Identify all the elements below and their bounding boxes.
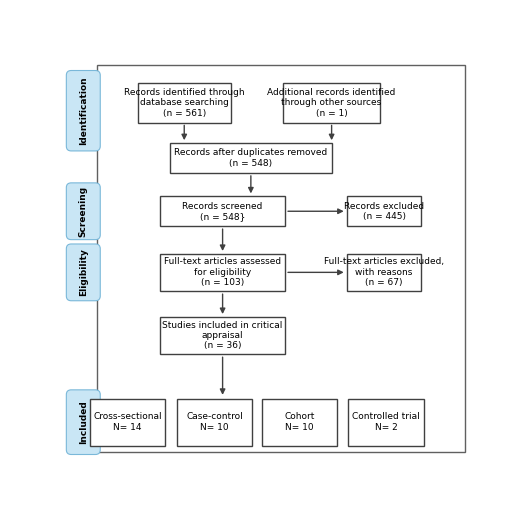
Text: Records excluded
(n = 445): Records excluded (n = 445): [344, 202, 424, 221]
Bar: [262, 398, 337, 446]
Bar: [347, 253, 421, 291]
Bar: [170, 143, 332, 173]
Text: Screening: Screening: [79, 186, 88, 237]
Bar: [138, 83, 231, 122]
Text: Identification: Identification: [79, 76, 88, 145]
Bar: [177, 398, 252, 446]
Text: Cross-sectional
N= 14: Cross-sectional N= 14: [93, 413, 162, 432]
Bar: [160, 197, 285, 226]
Bar: [90, 398, 165, 446]
FancyBboxPatch shape: [66, 71, 100, 151]
Text: Additional records identified
through other sources
(n = 1): Additional records identified through ot…: [267, 88, 396, 118]
Text: Controlled trial
N= 2: Controlled trial N= 2: [352, 413, 420, 432]
Text: Records identified through
database searching
(n = 561): Records identified through database sear…: [124, 88, 244, 118]
Text: Full-text articles excluded,
with reasons
(n = 67): Full-text articles excluded, with reason…: [324, 258, 444, 287]
Text: Cohort
N= 10: Cohort N= 10: [284, 413, 315, 432]
Text: Case-control
N= 10: Case-control N= 10: [186, 413, 243, 432]
FancyBboxPatch shape: [66, 390, 100, 455]
Text: Records screened
(n = 548}: Records screened (n = 548}: [182, 202, 263, 221]
Text: Records after duplicates removed
(n = 548): Records after duplicates removed (n = 54…: [174, 148, 328, 168]
Bar: [348, 398, 425, 446]
Text: Included: Included: [79, 400, 88, 444]
Bar: [283, 83, 380, 122]
Text: Eligibility: Eligibility: [79, 248, 88, 296]
Bar: [160, 253, 285, 291]
Text: Full-text articles assessed
for eligibility
(n = 103): Full-text articles assessed for eligibil…: [164, 258, 281, 287]
Bar: [160, 317, 285, 354]
FancyBboxPatch shape: [66, 183, 100, 240]
Bar: [347, 197, 421, 226]
FancyBboxPatch shape: [66, 244, 100, 301]
Text: Studies included in critical
appraisal
(n = 36): Studies included in critical appraisal (…: [163, 321, 283, 350]
